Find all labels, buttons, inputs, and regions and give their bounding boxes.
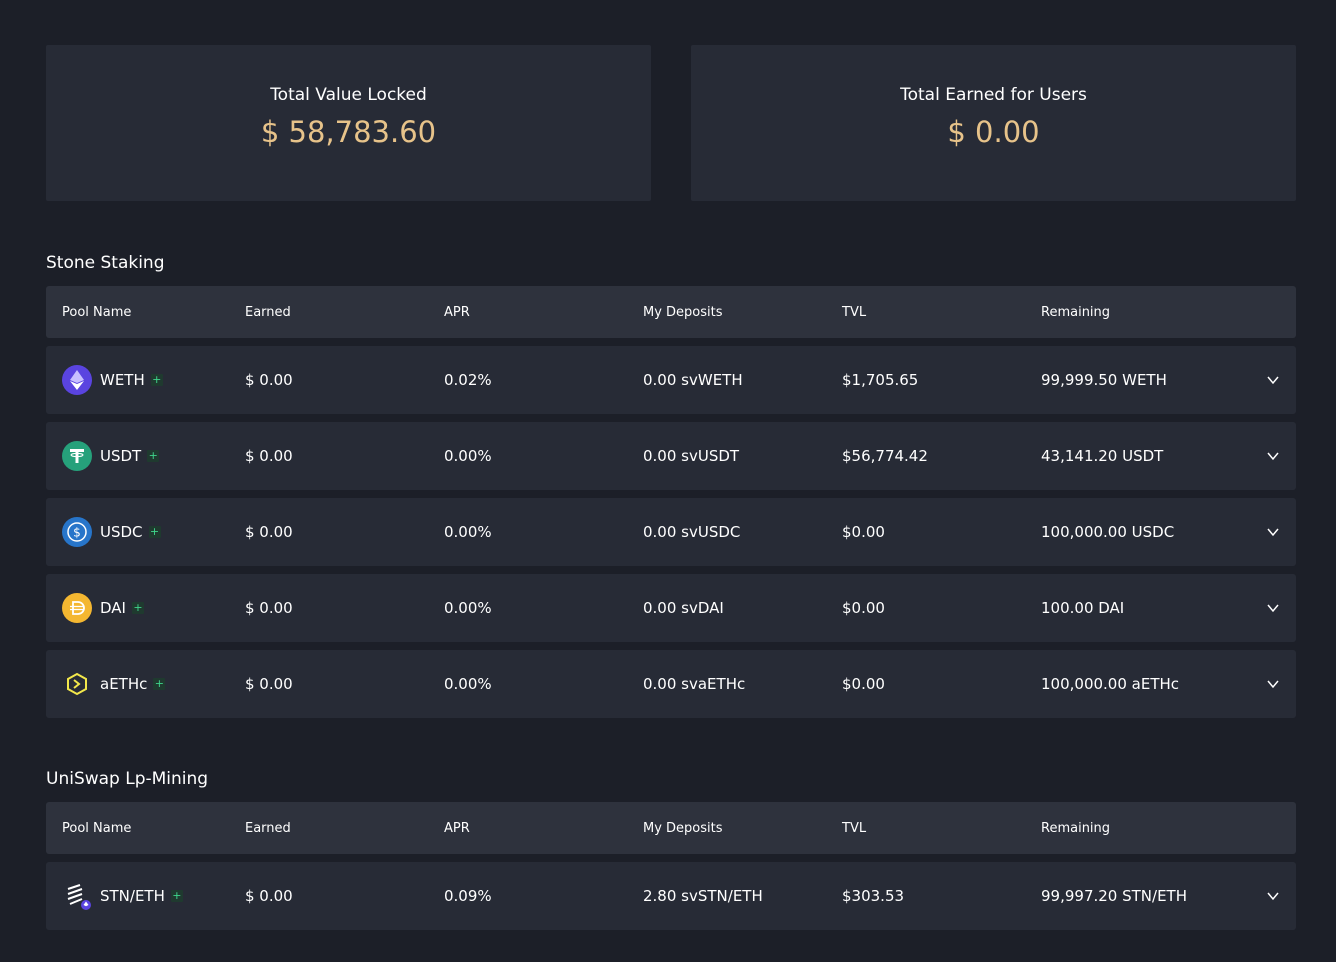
tvl-card: Total Value Locked $ 58,783.60 [46,45,651,201]
col-earned: Earned [245,820,291,836]
stn-eth-icon [62,881,92,911]
earned-card: Total Earned for Users $ 0.00 [691,45,1296,201]
deposits-cell: 0.00 svUSDT [643,447,740,465]
remaining-cell: 99,997.20 STN/ETH [1041,887,1187,905]
add-token-button[interactable]: + [153,677,166,690]
col-pool-name: Pool Name [62,304,132,320]
chevron-down-icon[interactable] [1266,601,1280,615]
col-my-deposits: My Deposits [643,304,723,320]
aethc-icon [62,669,92,699]
apr-cell: 0.00% [444,447,492,465]
remaining-cell: 100,000.00 USDC [1041,523,1175,541]
chevron-down-icon[interactable] [1266,449,1280,463]
pool-name: WETH [100,371,145,389]
apr-cell: 0.00% [444,523,492,541]
pool-row-dai[interactable]: DAI + $ 0.00 0.00% 0.00 svDAI $0.00 100.… [46,574,1296,642]
pool-name: STN/ETH [100,887,165,905]
earned-cell: $ 0.00 [245,675,293,693]
add-token-button[interactable]: + [131,601,144,614]
chevron-down-icon[interactable] [1266,889,1280,903]
deposits-cell: 0.00 svDAI [643,599,724,617]
pool-row-aethc[interactable]: aETHc + $ 0.00 0.00% 0.00 svaETHc $0.00 … [46,650,1296,718]
earned-value: $ 0.00 [947,115,1040,149]
tvl-cell: $0.00 [842,523,885,541]
earned-cell: $ 0.00 [245,523,293,541]
tvl-label: Total Value Locked [270,85,427,105]
col-tvl: TVL [842,820,867,836]
pool-row-weth[interactable]: WETH + $ 0.00 0.02% 0.00 svWETH $1,705.6… [46,346,1296,414]
earned-cell: $ 0.00 [245,447,293,465]
svg-text:$: $ [73,526,81,540]
col-pool-name: Pool Name [62,820,132,836]
col-apr: APR [444,820,470,836]
apr-cell: 0.02% [444,371,492,389]
remaining-cell: 43,141.20 USDT [1041,447,1164,465]
chevron-down-icon[interactable] [1266,525,1280,539]
col-apr: APR [444,304,470,320]
col-remaining: Remaining [1041,304,1111,320]
deposits-cell: 0.00 svaETHc [643,675,746,693]
chevron-down-icon[interactable] [1266,677,1280,691]
pool-row-stn-eth[interactable]: STN/ETH + $ 0.00 0.09% 2.80 svSTN/ETH $3… [46,862,1296,930]
apr-cell: 0.00% [444,675,492,693]
earned-cell: $ 0.00 [245,371,293,389]
pool-name: DAI [100,599,126,617]
pool-row-usdt[interactable]: USDT + $ 0.00 0.00% 0.00 svUSDT $56,774.… [46,422,1296,490]
tvl-cell: $0.00 [842,599,885,617]
tvl-value: $ 58,783.60 [260,115,437,149]
pool-name: USDT [100,447,142,465]
tvl-cell: $1,705.65 [842,371,919,389]
uniswap-section: UniSwap Lp-Mining Pool Name Earned APR M… [46,764,1296,930]
earned-cell: $ 0.00 [245,599,293,617]
chevron-down-icon[interactable] [1266,373,1280,387]
pool-name: aETHc [100,675,148,693]
col-my-deposits: My Deposits [643,820,723,836]
stone-staking-section: Stone Staking Pool Name Earned APR My De… [46,248,1296,718]
earned-cell: $ 0.00 [245,887,293,905]
tvl-cell: $56,774.42 [842,447,928,465]
deposits-cell: 0.00 svUSDC [643,523,741,541]
section-title: UniSwap Lp-Mining [46,769,209,789]
weth-icon [62,365,92,395]
col-remaining: Remaining [1041,820,1111,836]
deposits-cell: 2.80 svSTN/ETH [643,887,763,905]
add-token-button[interactable]: + [170,889,183,902]
add-token-button[interactable]: + [150,373,163,386]
remaining-cell: 100,000.00 aETHc [1041,675,1180,693]
dai-icon [62,593,92,623]
deposits-cell: 0.00 svWETH [643,371,743,389]
earned-label: Total Earned for Users [900,85,1087,105]
stats-section: Total Value Locked $ 58,783.60 Total Ear… [46,45,1296,201]
table-header: Pool Name Earned APR My Deposits TVL Rem… [46,286,1296,338]
apr-cell: 0.09% [444,887,492,905]
table-header: Pool Name Earned APR My Deposits TVL Rem… [46,802,1296,854]
tvl-cell: $0.00 [842,675,885,693]
remaining-cell: 99,999.50 WETH [1041,371,1167,389]
section-title: Stone Staking [46,253,165,273]
col-tvl: TVL [842,304,867,320]
usdt-icon [62,441,92,471]
apr-cell: 0.00% [444,599,492,617]
tvl-cell: $303.53 [842,887,905,905]
add-token-button[interactable]: + [148,525,161,538]
add-token-button[interactable]: + [147,449,160,462]
remaining-cell: 100.00 DAI [1041,599,1125,617]
pool-name: USDC [100,523,143,541]
pool-row-usdc[interactable]: $ USDC + $ 0.00 0.00% 0.00 svUSDC $0.00 … [46,498,1296,566]
usdc-icon: $ [62,517,92,547]
col-earned: Earned [245,304,291,320]
